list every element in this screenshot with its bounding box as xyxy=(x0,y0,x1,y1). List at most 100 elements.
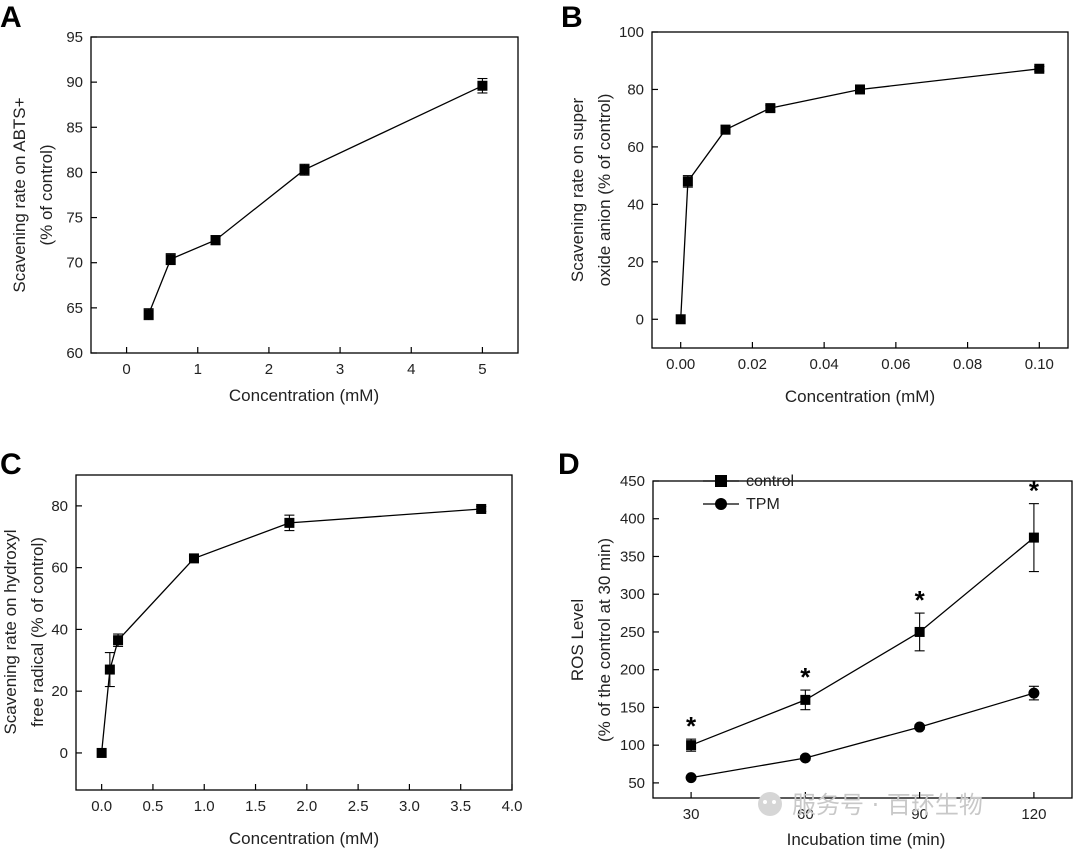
data-point xyxy=(914,626,925,637)
y-tick-label: 65 xyxy=(66,300,83,317)
panel-a-y-axis-label-line-2: (% of control) xyxy=(37,144,56,245)
panel-d-label: D xyxy=(558,448,580,481)
x-tick-label: 0.06 xyxy=(881,356,910,373)
x-tick-label: 0.0 xyxy=(91,798,112,815)
y-tick-label: 80 xyxy=(627,81,644,98)
panel-c-x-axis-label: Concentration (mM) xyxy=(229,829,379,848)
panel-c: C 0.0 0.5 1.0 1.5 2.0 2.5 3.0 3.5 4.0 0 20 40 60 80 C… xyxy=(0,448,522,848)
panel-b-label: B xyxy=(561,1,583,34)
data-point xyxy=(143,309,154,320)
data-point xyxy=(284,517,295,528)
data-point xyxy=(800,694,811,705)
y-tick-label: 85 xyxy=(66,119,83,136)
x-tick-label: 0.04 xyxy=(810,356,839,373)
y-tick-label: 75 xyxy=(66,210,83,227)
y-tick-label: 0 xyxy=(60,745,68,762)
x-tick-label: 120 xyxy=(1021,806,1046,823)
panel-a-x-axis-label: Concentration (mM) xyxy=(229,386,379,405)
panel-d-frame xyxy=(652,480,1073,799)
panel-c-frame xyxy=(75,474,513,791)
y-tick-label: 60 xyxy=(51,560,68,577)
data-point xyxy=(165,254,176,265)
series-line-abts- xyxy=(147,85,483,315)
panel-b: B 0.00 0.02 0.04 0.06 0.08 0.10 0 20 40 60 80 100 C… xyxy=(561,1,1069,406)
x-tick-label: 4 xyxy=(407,361,415,378)
watermark: 服务号 · 百环生物 xyxy=(758,791,983,819)
data-point xyxy=(104,664,115,675)
legend-tpm-label: TPM xyxy=(746,496,780,513)
data-point xyxy=(1028,532,1039,543)
y-tick-label: 0 xyxy=(636,311,644,328)
x-tick-label: 2 xyxy=(265,361,273,378)
panel-a-frame xyxy=(90,36,519,354)
y-tick-label: 70 xyxy=(66,255,83,272)
wechat-icon xyxy=(758,792,782,816)
y-tick-label: 350 xyxy=(620,548,645,565)
data-point xyxy=(914,721,926,733)
x-tick-label: 2.5 xyxy=(348,798,369,815)
data-point xyxy=(210,235,221,246)
x-tick-label: 90 xyxy=(911,806,928,823)
significance-star: * xyxy=(915,585,926,615)
y-tick-label: 40 xyxy=(627,196,644,213)
significance-star: * xyxy=(1029,476,1040,506)
legend-tpm-marker xyxy=(715,498,727,510)
x-tick-label: 3.0 xyxy=(399,798,420,815)
x-tick-label: 0.10 xyxy=(1025,356,1054,373)
y-tick-label: 90 xyxy=(66,74,83,91)
panel-a-label: A xyxy=(0,1,22,34)
panel-c-y-axis-label-line-2: free radical (% of control) xyxy=(28,537,47,727)
data-point xyxy=(685,772,697,784)
legend-control-marker xyxy=(715,475,727,487)
x-tick-label: 1.5 xyxy=(245,798,266,815)
panel-a: A 0 1 2 3 4 5 60 65 70 75 80 85 90 95 Concentration (… xyxy=(0,1,519,405)
panel-a-y-axis-label-line-1: Scavening rate on ABTS+ xyxy=(10,97,29,292)
data-point xyxy=(477,80,488,91)
y-tick-label: 250 xyxy=(620,624,645,641)
y-tick-label: 80 xyxy=(66,164,83,181)
watermark-text: 服务号 · 百环生物 xyxy=(792,791,983,819)
y-tick-label: 150 xyxy=(620,699,645,716)
data-point xyxy=(686,740,697,751)
x-tick-label: 1.0 xyxy=(194,798,215,815)
significance-star: * xyxy=(800,662,811,692)
x-tick-label: 1 xyxy=(194,361,202,378)
data-point xyxy=(1034,63,1045,74)
data-point xyxy=(682,176,693,187)
x-tick-label: 30 xyxy=(683,806,700,823)
data-point xyxy=(1028,687,1040,699)
x-tick-label: 60 xyxy=(797,806,814,823)
data-point xyxy=(188,553,199,564)
data-point xyxy=(855,84,865,95)
y-tick-label: 60 xyxy=(627,139,644,156)
legend: control TPM xyxy=(703,473,794,513)
panel-d-x-axis-label: Incubation time (min) xyxy=(787,830,946,849)
x-tick-label: 0 xyxy=(122,361,130,378)
series-line-control xyxy=(690,537,1035,746)
data-point xyxy=(299,164,310,175)
series-line-hydroxyl xyxy=(100,508,482,753)
x-tick-label: 3.5 xyxy=(450,798,471,815)
data-point xyxy=(476,503,487,514)
data-point xyxy=(799,752,811,764)
x-tick-label: 0.08 xyxy=(953,356,982,373)
y-tick-label: 40 xyxy=(51,621,68,638)
y-tick-label: 80 xyxy=(51,498,68,515)
data-point xyxy=(720,124,731,135)
y-tick-label: 450 xyxy=(620,473,645,490)
x-tick-label: 0.5 xyxy=(143,798,164,815)
data-point xyxy=(675,314,686,325)
y-tick-label: 100 xyxy=(620,737,645,754)
x-tick-label: 2.0 xyxy=(296,798,317,815)
data-point xyxy=(765,103,776,114)
y-tick-label: 300 xyxy=(620,586,645,603)
significance-star: * xyxy=(686,711,697,741)
legend-control-label: control xyxy=(746,473,794,490)
x-tick-label: 0.00 xyxy=(666,356,695,373)
panel-b-y-axis-label-line-2: oxide anion (% of control) xyxy=(595,94,614,287)
panel-c-label: C xyxy=(0,448,22,481)
y-tick-label: 50 xyxy=(628,775,645,792)
y-tick-label: 95 xyxy=(66,29,83,46)
y-tick-label: 200 xyxy=(620,662,645,679)
series-line-superoxide xyxy=(680,68,1040,320)
